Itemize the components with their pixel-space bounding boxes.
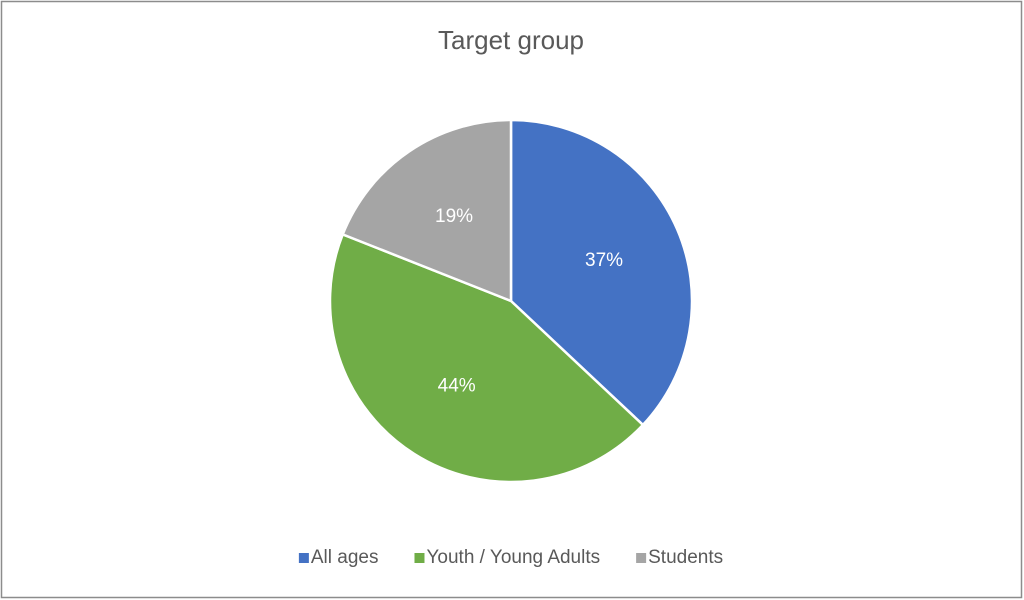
legend-marker <box>298 553 309 563</box>
legend-label: Youth / Young Adults <box>426 547 600 568</box>
data-label: 44% <box>438 376 476 397</box>
data-label: 19% <box>435 206 473 227</box>
data-label: 37% <box>585 250 623 271</box>
legend-marker <box>414 553 425 563</box>
pie-slice <box>328 232 645 484</box>
legend-marker <box>636 553 647 563</box>
pie-slice <box>509 118 694 427</box>
chart-title: Target group <box>438 25 584 55</box>
pie-slice <box>341 118 513 303</box>
legend-label: All ages <box>311 547 379 568</box>
legend-label: Students <box>648 547 723 568</box>
